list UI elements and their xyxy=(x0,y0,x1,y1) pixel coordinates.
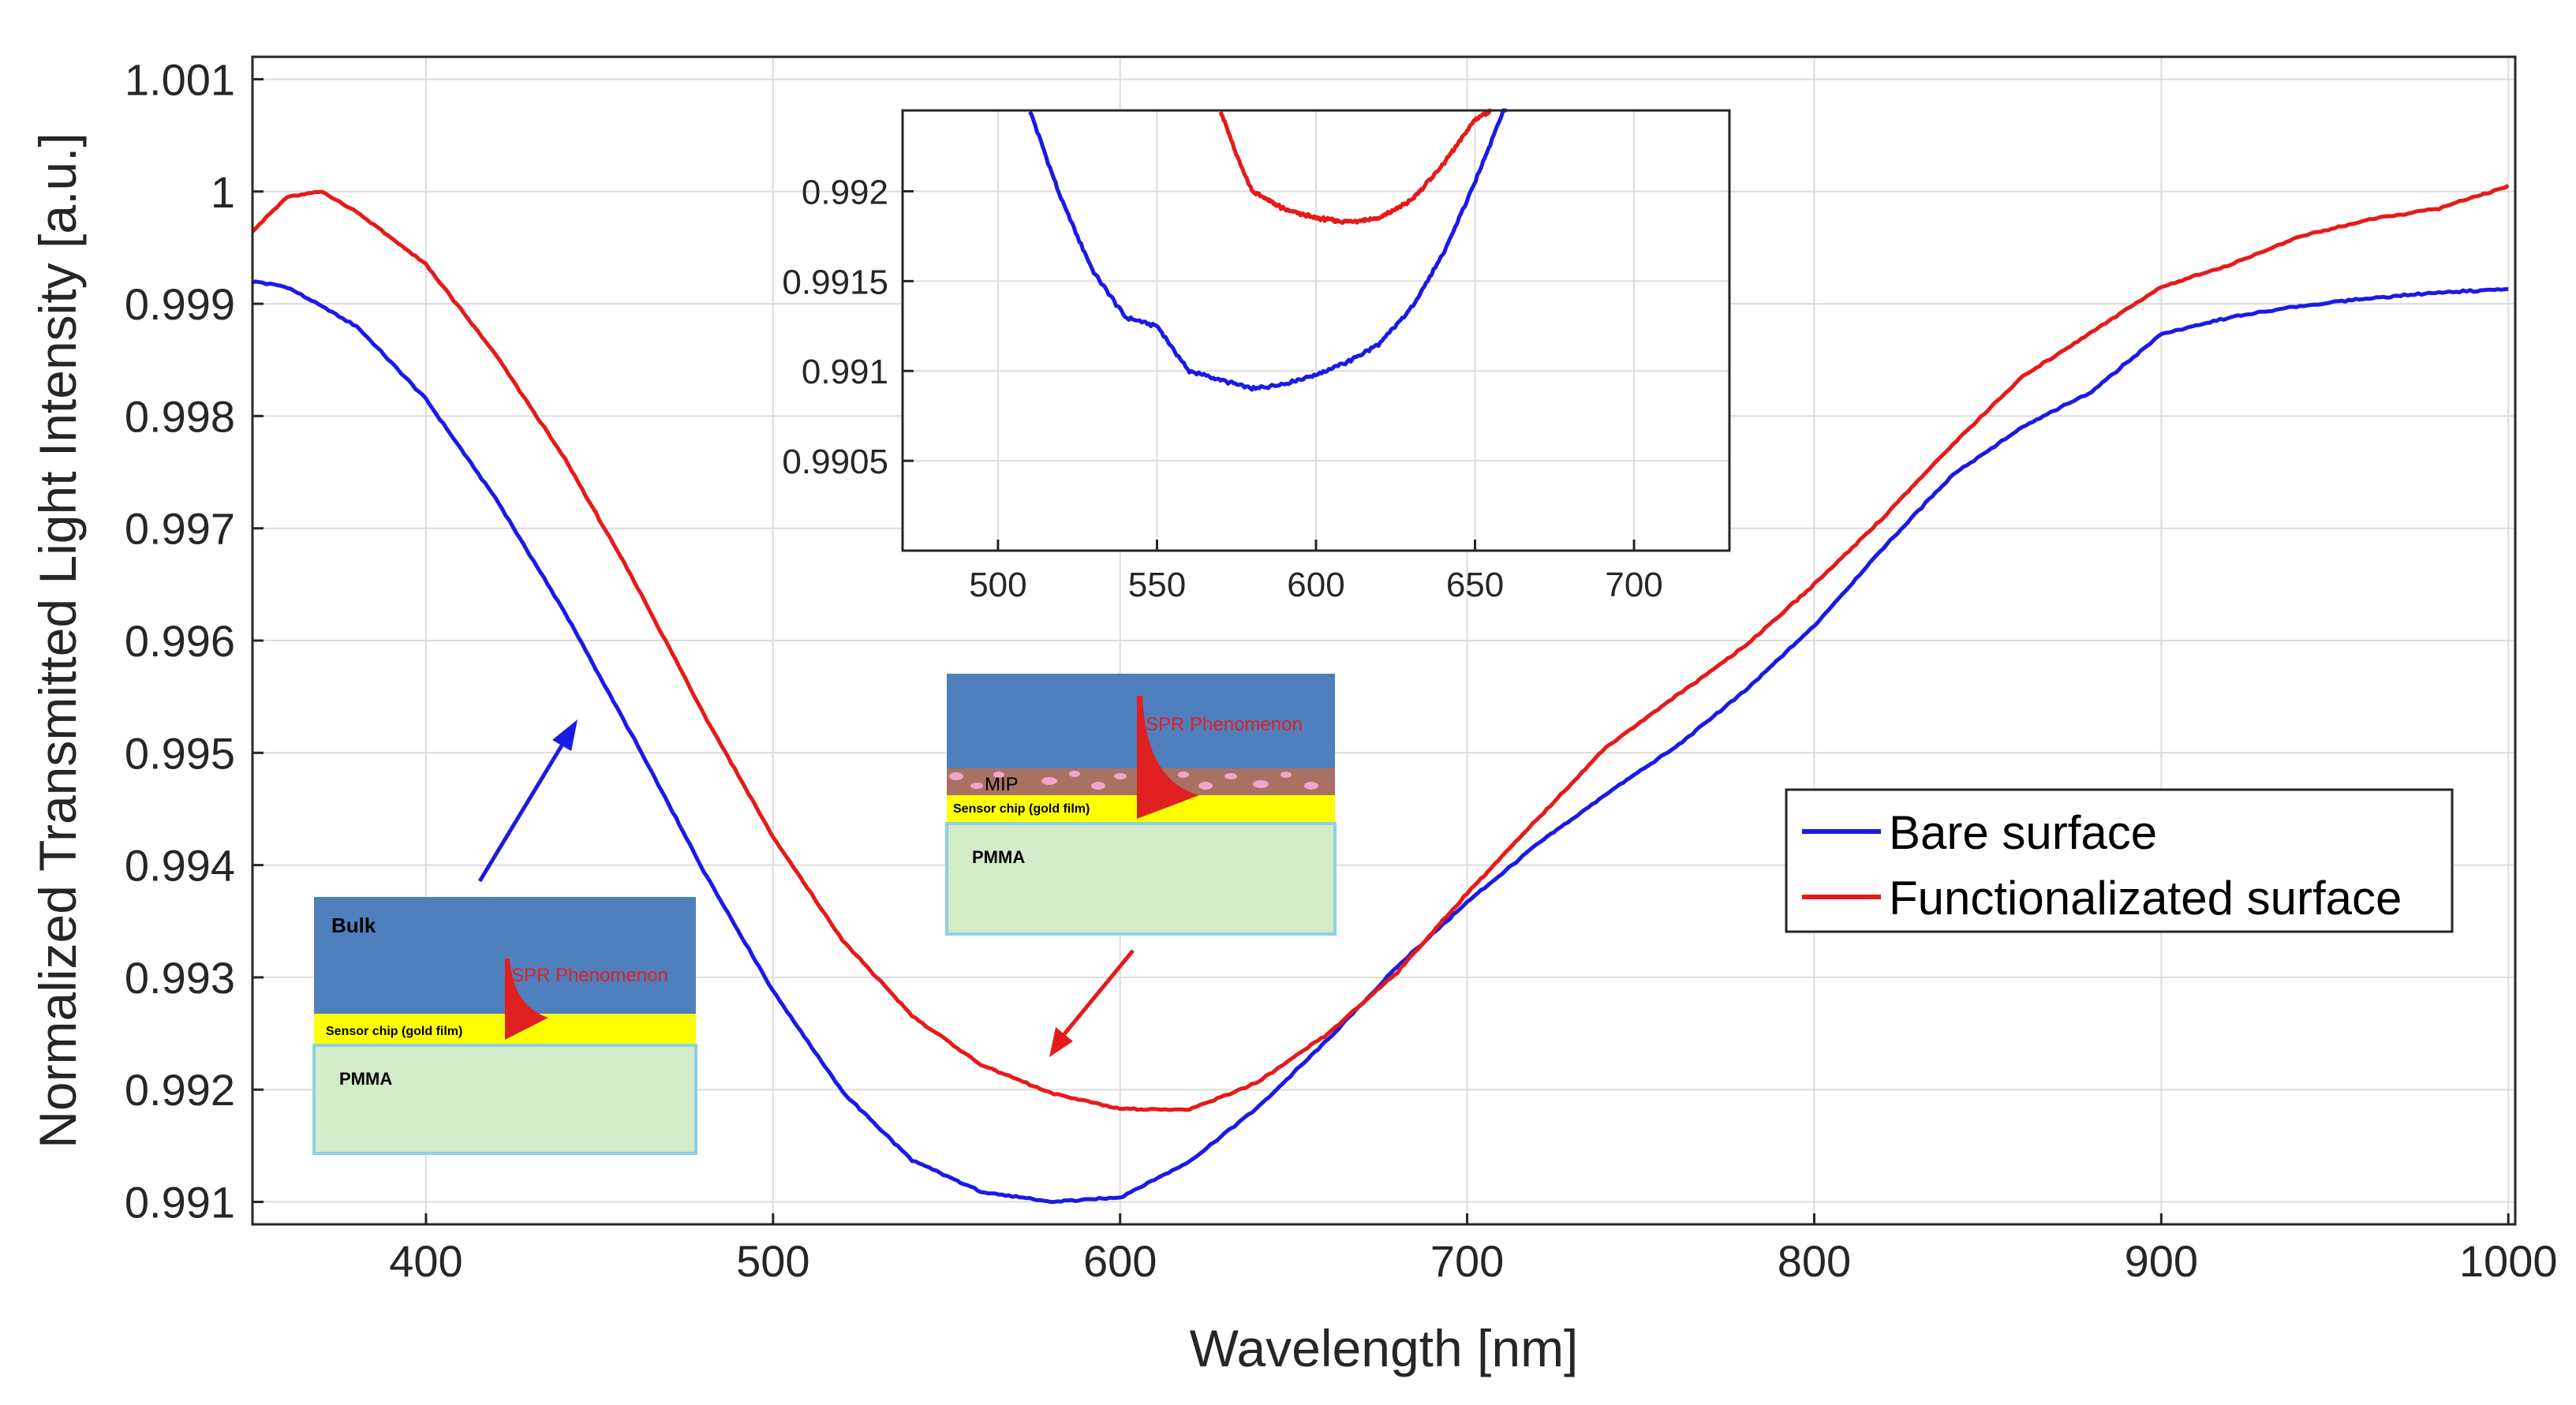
inset-series-functionalized xyxy=(1218,108,1492,226)
diagram-bare-chip-label: Sensor chip (gold film) xyxy=(326,1025,462,1038)
main-series-lines xyxy=(251,184,2510,1205)
diagram-functionalized-surface: SPR Phenomenon MIP Sensor chip (gold fil… xyxy=(945,674,1337,1057)
diagram-func-pmma-label: PMMA xyxy=(972,847,1025,867)
diagram-bare-surface: Bulk SPR Phenomenon Sensor chip (gold fi… xyxy=(312,719,697,1155)
diagram-func-arrowhead xyxy=(1049,1027,1073,1057)
main-y-ticks: 0.991 0.992 0.993 0.994 0.995 0.996 0.997 0.998… xyxy=(125,54,264,1228)
main-y-tick-label: 1 xyxy=(211,167,235,217)
inset-y-tick-label: 0.991 xyxy=(802,353,888,391)
main-x-tick-label: 400 xyxy=(389,1236,462,1286)
inset-x-tick-label: 600 xyxy=(1287,566,1344,604)
diagram-func-arrow xyxy=(1062,949,1135,1037)
diagram-bare-frame xyxy=(312,1044,697,1155)
inset-x-tick-label: 700 xyxy=(1605,566,1662,604)
main-y-tick-label: 0.992 xyxy=(125,1065,235,1115)
inset-chart: 500 550 600 650 700 0.9905 0.991 0.9915 0.992 xyxy=(782,108,1731,604)
diagram-bare-bulk-label: Bulk xyxy=(331,914,376,937)
main-x-tick-label: 700 xyxy=(1430,1236,1504,1286)
diagram-func-pmma-layer xyxy=(947,824,1335,934)
main-x-tick-label: 600 xyxy=(1083,1236,1157,1286)
main-x-ticks: 400 500 600 700 800 900 1000 xyxy=(389,1213,2557,1286)
diagram-func-spr-label: SPR Phenomenon xyxy=(1146,714,1303,735)
legend-box xyxy=(1785,788,2454,933)
main-y-tick-label: 0.999 xyxy=(125,279,235,329)
legend-label-bare: Bare surface xyxy=(1889,806,2157,859)
inset-x-tick-label: 650 xyxy=(1446,566,1504,604)
main-y-tick-label: 0.994 xyxy=(125,841,235,891)
x-axis-title: Wavelength [nm] xyxy=(1190,1319,1579,1377)
inset-y-tick-label: 0.992 xyxy=(802,173,888,211)
inset-series-lines xyxy=(1028,108,1507,392)
diagram-func-frame xyxy=(945,822,1337,936)
inset-series-bare xyxy=(1028,108,1507,392)
inset-y-ticks: 0.9905 0.991 0.9915 0.992 xyxy=(782,173,914,481)
inset-x-tick-label: 500 xyxy=(969,566,1026,604)
inset-y-tick-label: 0.9915 xyxy=(782,263,888,301)
diagram-bare-spr-wave xyxy=(505,958,548,1040)
diagram-bare-pmma-layer xyxy=(314,1045,696,1153)
main-x-tick-label: 500 xyxy=(736,1236,809,1286)
y-axis-title: Normalized Transmitted Light Intensity [… xyxy=(28,133,87,1149)
diagram-bare-arrow xyxy=(477,740,566,883)
main-x-tick-label: 800 xyxy=(1778,1236,1851,1286)
legend: Bare surface Functionalizated surface xyxy=(1785,788,2454,933)
diagram-bare-spr-label: SPR Phenomenon xyxy=(511,965,668,986)
diagram-bare-arrowhead xyxy=(552,719,578,751)
main-y-tick-label: 0.993 xyxy=(125,953,235,1003)
legend-label-functionalized: Functionalizated surface xyxy=(1889,872,2402,925)
inset-x-ticks: 500 550 600 650 700 xyxy=(969,540,1663,604)
main-y-tick-label: 0.996 xyxy=(125,616,235,666)
main-y-tick-label: 0.991 xyxy=(125,1178,235,1228)
diagram-func-spr-wave xyxy=(1137,696,1199,819)
diagram-bare-pmma-label: PMMA xyxy=(339,1069,392,1089)
diagram-func-mip-label: MIP xyxy=(985,774,1019,795)
diagram-func-chip-label: Sensor chip (gold film) xyxy=(953,802,1090,816)
main-series-functionalized xyxy=(251,184,2510,1112)
main-y-tick-label: 1.001 xyxy=(125,54,235,104)
main-y-tick-label: 0.995 xyxy=(125,728,235,778)
inset-x-tick-label: 550 xyxy=(1128,566,1186,604)
main-y-tick-label: 0.997 xyxy=(125,504,235,554)
main-x-tick-label: 1000 xyxy=(2459,1236,2558,1286)
diagram-func-mip-spots xyxy=(949,771,1318,790)
inset-y-tick-label: 0.9905 xyxy=(782,443,888,481)
main-y-tick-label: 0.998 xyxy=(125,391,235,441)
main-x-tick-label: 900 xyxy=(2125,1236,2198,1286)
